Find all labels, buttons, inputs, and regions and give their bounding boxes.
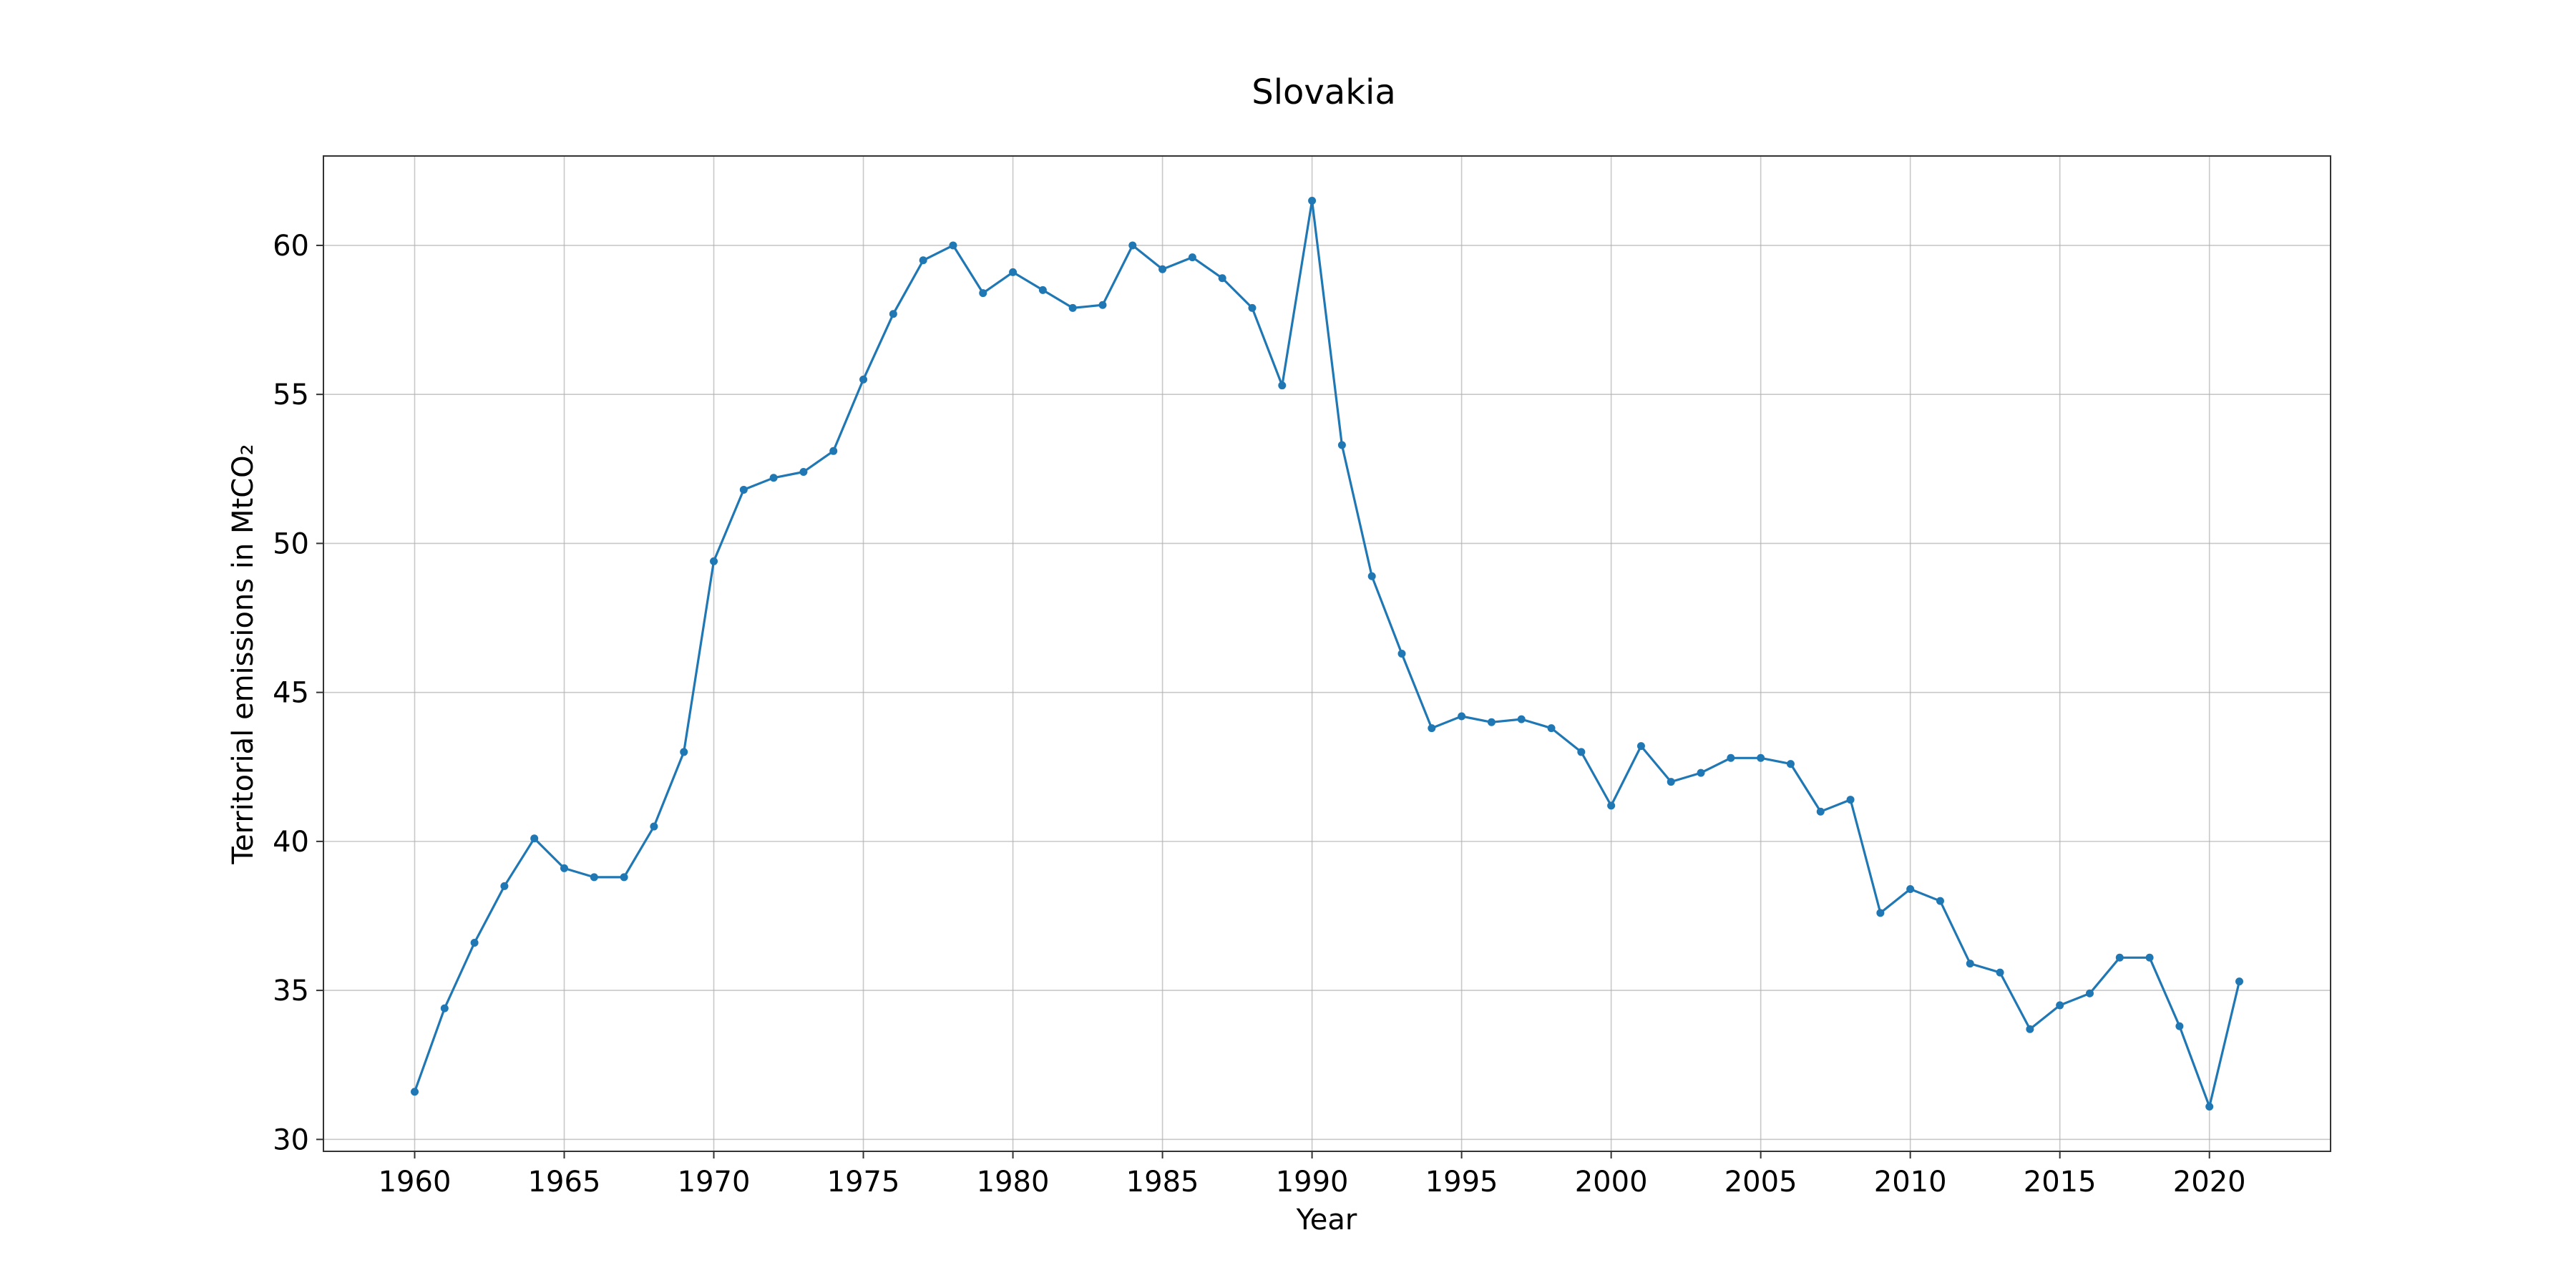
data-point xyxy=(1188,253,1196,262)
data-point xyxy=(1068,303,1077,312)
data-point xyxy=(1816,807,1825,816)
x-tick-label: 2015 xyxy=(2024,1166,2097,1199)
y-tick-label: 45 xyxy=(273,677,309,710)
data-point xyxy=(590,873,598,882)
data-point xyxy=(1936,897,1944,905)
data-point xyxy=(1727,753,1735,762)
data-point xyxy=(1128,241,1137,250)
data-point xyxy=(1876,909,1885,917)
data-point xyxy=(2115,953,2124,962)
x-tick-label: 2005 xyxy=(1724,1166,1797,1199)
data-point xyxy=(710,557,718,565)
data-point xyxy=(1487,718,1496,726)
data-point xyxy=(2205,1103,2214,1111)
data-point xyxy=(1786,760,1795,769)
data-point xyxy=(799,467,808,476)
data-point xyxy=(1517,715,1526,723)
data-point xyxy=(1248,303,1257,312)
x-tick-label: 1990 xyxy=(1276,1166,1349,1199)
x-axis-ticks: 1960 1965 1970 1975 1980 1985 1990 1995 2000 2005… xyxy=(379,1151,2246,1199)
data-point xyxy=(2235,977,2243,986)
data-point xyxy=(1278,381,1287,390)
data-point xyxy=(949,241,957,250)
data-point xyxy=(859,375,868,384)
data-point xyxy=(680,748,688,756)
data-point xyxy=(979,289,987,298)
y-axis-title: Territorial emissions in MtCO₂ xyxy=(227,444,260,864)
data-point xyxy=(1218,274,1226,283)
data-point xyxy=(889,310,897,318)
data-point xyxy=(1098,301,1107,309)
data-point xyxy=(1009,268,1018,276)
data-point xyxy=(1906,885,1915,894)
data-point xyxy=(1846,796,1855,804)
data-point xyxy=(1397,650,1406,658)
x-axis-title: Year xyxy=(1296,1204,1357,1236)
y-tick-label: 60 xyxy=(273,230,309,263)
data-point xyxy=(1996,968,2004,977)
data-point xyxy=(530,834,539,843)
y-tick-label: 40 xyxy=(273,826,309,859)
data-point xyxy=(829,447,838,455)
x-tick-label: 2020 xyxy=(2173,1166,2246,1199)
data-point xyxy=(2056,1001,2064,1010)
y-axis-ticks: 30 35 40 45 50 55 60 xyxy=(273,230,323,1156)
data-point xyxy=(1966,960,1974,968)
data-point xyxy=(1697,769,1705,777)
data-point xyxy=(411,1088,419,1096)
data-point xyxy=(1367,572,1376,580)
data-point xyxy=(2026,1025,2034,1033)
data-point xyxy=(2175,1022,2184,1030)
data-point xyxy=(1667,778,1675,786)
x-tick-label: 2010 xyxy=(1874,1166,1947,1199)
data-point xyxy=(2145,953,2154,962)
data-point xyxy=(1547,724,1556,733)
x-tick-label: 1970 xyxy=(678,1166,751,1199)
x-tick-label: 1965 xyxy=(528,1166,601,1199)
data-point xyxy=(500,882,509,890)
data-point xyxy=(1458,712,1466,721)
data-point xyxy=(1337,441,1346,449)
data-point xyxy=(1757,753,1765,762)
data-point xyxy=(1607,801,1616,810)
x-tick-label: 1960 xyxy=(379,1166,452,1199)
data-point xyxy=(1636,742,1645,751)
series-line xyxy=(413,199,2241,1108)
x-tick-label: 1980 xyxy=(977,1166,1050,1199)
x-tick-label: 1985 xyxy=(1126,1166,1199,1199)
data-point xyxy=(560,864,569,872)
y-tick-label: 50 xyxy=(273,527,309,560)
data-point xyxy=(1038,286,1047,294)
grid-lines xyxy=(323,156,2331,1151)
series-markers xyxy=(411,196,2243,1111)
data-point xyxy=(919,256,927,265)
data-point xyxy=(1308,196,1317,205)
data-point xyxy=(1577,748,1586,756)
series-line-path xyxy=(413,199,2241,1108)
x-tick-label: 1975 xyxy=(827,1166,900,1199)
data-point xyxy=(650,822,658,831)
data-point xyxy=(440,1004,449,1013)
data-point xyxy=(1158,265,1167,273)
y-tick-label: 35 xyxy=(273,975,309,1008)
y-tick-label: 55 xyxy=(273,379,309,411)
data-point xyxy=(1428,724,1436,733)
data-point xyxy=(620,873,628,882)
x-tick-label: 1995 xyxy=(1425,1166,1498,1199)
data-point xyxy=(470,938,479,947)
data-point xyxy=(739,485,748,494)
plot-area-frame xyxy=(323,155,2331,1152)
data-point xyxy=(2085,989,2094,997)
chart-title: Slovakia xyxy=(1252,72,1396,112)
x-tick-label: 2000 xyxy=(1575,1166,1648,1199)
data-point xyxy=(769,474,778,482)
y-tick-label: 30 xyxy=(273,1123,309,1156)
